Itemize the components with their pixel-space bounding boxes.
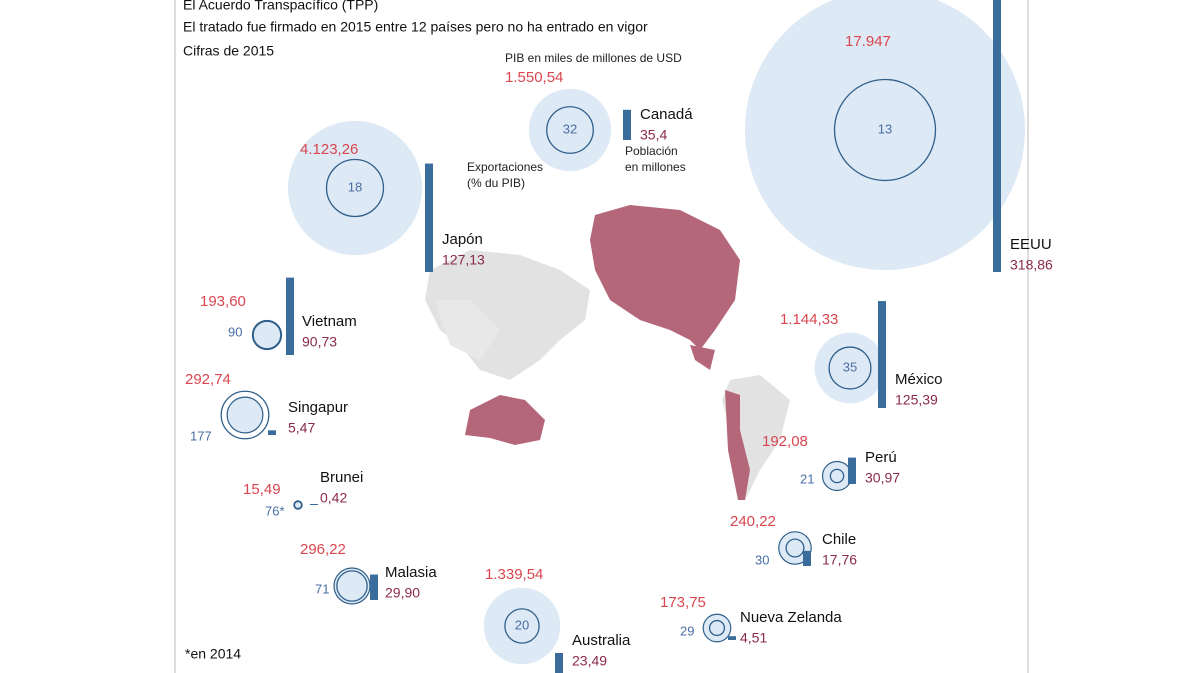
- exports-circle: [829, 468, 845, 484]
- population-bar: [268, 430, 276, 435]
- legend-exports: (% du PIB): [467, 176, 525, 190]
- year-note: Cifras de 2015: [183, 43, 274, 59]
- exports-label: 177: [190, 428, 212, 443]
- gdp-label: 1.144,33: [780, 311, 838, 328]
- gdp-label: 1.339,54: [485, 566, 543, 583]
- population-bar: [728, 636, 736, 640]
- exports-label: 32: [563, 121, 577, 136]
- population-label: 0,42: [320, 490, 347, 506]
- gdp-bubble: [814, 332, 886, 404]
- exports-circle: [252, 320, 282, 350]
- population-label: 318,86: [1010, 257, 1053, 273]
- legend-population: Población: [625, 144, 678, 158]
- population-bar: [310, 504, 318, 505]
- population-label: 5,47: [288, 420, 315, 436]
- population-label: 23,49: [572, 653, 607, 669]
- country-name: EEUU: [1010, 236, 1052, 253]
- gdp-label: 193,60: [200, 293, 246, 310]
- population-label: 30,97: [865, 470, 900, 486]
- gdp-bubble: [251, 319, 283, 351]
- gdp-label: 192,08: [762, 433, 808, 450]
- population-label: 29,90: [385, 585, 420, 601]
- country-name: Perú: [865, 449, 897, 466]
- country-name: Nueva Zelanda: [740, 609, 842, 626]
- country-name: Australia: [572, 632, 631, 649]
- population-label: 125,39: [895, 392, 938, 408]
- exports-label: 30: [755, 552, 769, 567]
- gdp-bubble: [483, 587, 561, 665]
- exports-circle: [293, 500, 303, 510]
- gdp-label: 17.947: [845, 33, 891, 50]
- subtitle: El tratado fue firmado en 2015 entre 12 …: [183, 19, 648, 35]
- exports-circle: [833, 78, 937, 182]
- exports-label: 13: [878, 121, 892, 136]
- gdp-bubble: [821, 460, 853, 492]
- country-name: Singapur: [288, 399, 348, 416]
- exports-circle: [828, 346, 872, 390]
- exports-label: 71: [315, 581, 329, 596]
- exports-label: 76*: [265, 503, 285, 518]
- legend-exports: Exportaciones: [467, 160, 543, 174]
- population-bar: [425, 163, 433, 272]
- exports-circle: [325, 158, 385, 218]
- gdp-bubble: [226, 396, 264, 434]
- gdp-bubble: [333, 567, 371, 605]
- population-label: 35,4: [640, 127, 667, 143]
- population-bar: [878, 301, 886, 408]
- gdp-label: 1.550,54: [505, 69, 563, 86]
- gdp-label: 173,75: [660, 594, 706, 611]
- exports-circle: [504, 608, 540, 644]
- exports-label: 20: [515, 617, 529, 632]
- country-name: Chile: [822, 531, 856, 548]
- country-name: Malasia: [385, 564, 437, 581]
- exports-label: 21: [800, 471, 814, 486]
- gdp-label: 240,22: [730, 513, 776, 530]
- population-bar: [993, 0, 1001, 272]
- gdp-bubble: [287, 120, 423, 256]
- country-name: Brunei: [320, 469, 363, 486]
- exports-label: 35: [843, 359, 857, 374]
- exports-circle: [546, 106, 594, 154]
- population-bar: [848, 457, 856, 484]
- gdp-label: 292,74: [185, 371, 231, 388]
- population-bar: [555, 652, 563, 673]
- country-name: Canadá: [640, 106, 693, 123]
- exports-circle: [785, 538, 805, 558]
- exports-label: 90: [228, 324, 242, 339]
- population-bar: [286, 277, 294, 355]
- exports-label: 18: [348, 179, 362, 194]
- exports-label: 29: [680, 623, 694, 638]
- legend-population: en millones: [625, 160, 686, 174]
- country-name: México: [895, 371, 943, 388]
- country-name: Vietnam: [302, 313, 357, 330]
- exports-circle: [336, 570, 368, 602]
- legend-gdp: PIB en miles de millones de USD: [505, 51, 682, 65]
- population-bar: [370, 574, 378, 600]
- population-bar: [803, 550, 811, 566]
- population-bar: [623, 109, 631, 140]
- gdp-label: 15,49: [243, 481, 281, 498]
- title: El Acuerdo Transpacífico (TPP): [183, 0, 378, 13]
- gdp-bubble: [528, 88, 612, 172]
- population-label: 17,76: [822, 552, 857, 568]
- exports-circle: [708, 619, 726, 637]
- exports-circle: [220, 390, 270, 440]
- gdp-label: 4.123,26: [300, 141, 358, 158]
- gdp-bubble: [702, 613, 732, 643]
- gdp-bubble: [745, 0, 1025, 270]
- population-label: 127,13: [442, 252, 485, 268]
- population-label: 4,51: [740, 630, 767, 646]
- footnote: *en 2014: [185, 646, 241, 662]
- population-label: 90,73: [302, 334, 337, 350]
- map: [425, 205, 790, 500]
- gdp-label: 296,22: [300, 541, 346, 558]
- country-name: Japón: [442, 231, 483, 248]
